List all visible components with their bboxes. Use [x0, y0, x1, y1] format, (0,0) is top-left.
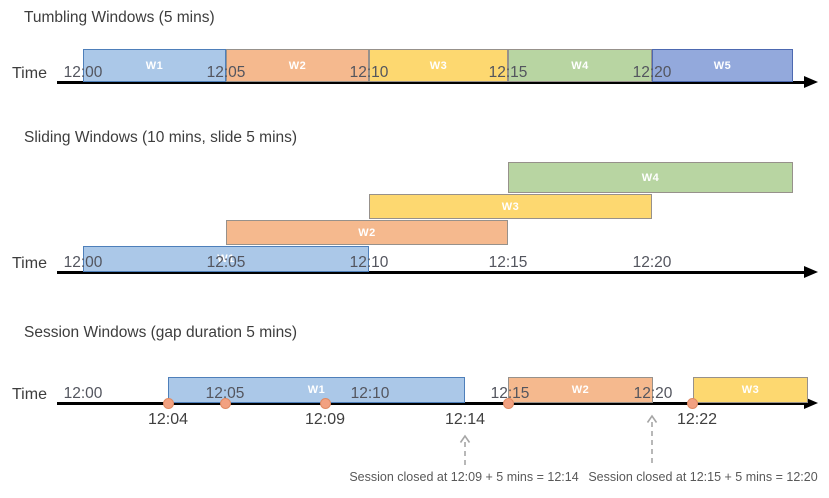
event-time-label: 12:14	[444, 411, 486, 428]
session-windows-window-w2: W2	[508, 377, 653, 403]
tick-label: 12:15	[490, 385, 530, 402]
tick-label: 12:05	[206, 64, 246, 81]
window-label: W2	[288, 59, 307, 72]
tick-label: 12:00	[63, 385, 103, 402]
session-windows-window-w1: W1	[168, 377, 465, 403]
tumbling-windows-window-w5: W5	[652, 49, 793, 82]
tick-label: 12:00	[63, 64, 103, 81]
tumbling-windows-window-w2: W2	[226, 49, 369, 82]
tumbling-windows-window-w1: W1	[83, 49, 226, 82]
tick-label: 12:15	[488, 254, 528, 271]
tick-label: 12:00	[63, 254, 103, 271]
axis-arrowhead-icon	[804, 266, 818, 278]
event-time-label: 12:22	[676, 411, 718, 428]
sliding-windows-window-w4: W4	[508, 162, 793, 193]
window-label: W1	[217, 253, 235, 265]
session-windows-time-caption: Time	[12, 386, 47, 403]
annotation-up-arrow-icon	[459, 434, 471, 465]
window-label: W1	[307, 384, 326, 396]
sliding-windows-window-w1: W1	[83, 246, 369, 272]
tick-label: 12:10	[350, 385, 390, 402]
window-label: W1	[145, 59, 164, 72]
event-time-label: 12:04	[147, 411, 189, 428]
tick-label: 12:10	[349, 254, 389, 271]
session-close-note: Session closed at 12:09 + 5 mins = 12:14	[349, 470, 579, 484]
session-windows-title: Session Windows (gap duration 5 mins)	[24, 324, 298, 341]
event-dot	[319, 398, 331, 409]
session-windows-window-w3: W3	[693, 377, 808, 403]
window-label: W3	[741, 384, 760, 396]
window-label: W4	[571, 59, 589, 72]
window-label: W3	[501, 200, 520, 213]
event-time-label: 12:09	[304, 411, 346, 428]
tick-label: 12:05	[206, 254, 246, 271]
event-dot	[502, 398, 514, 409]
tick-label: 12:20	[632, 254, 672, 271]
tick-label: 12:10	[349, 64, 389, 81]
tumbling-windows-window-w4: W4	[508, 49, 652, 82]
session-windows-time-axis	[57, 402, 805, 405]
window-label: W4	[641, 171, 660, 184]
annotation-up-arrow-icon	[646, 414, 658, 464]
window-label: W3	[429, 59, 448, 72]
event-dot	[686, 398, 698, 409]
sliding-windows-time-axis	[57, 271, 805, 274]
sliding-windows-window-w2: W2	[226, 220, 508, 245]
event-dot	[162, 398, 174, 409]
tick-label: 12:20	[633, 385, 673, 402]
sliding-windows-title: Sliding Windows (10 mins, slide 5 mins)	[24, 129, 298, 146]
axis-arrowhead-icon	[804, 76, 818, 88]
sliding-windows-time-caption: Time	[12, 255, 47, 272]
tumbling-windows-window-w3: W3	[369, 49, 508, 82]
event-dot	[219, 398, 231, 409]
window-label: W5	[713, 59, 732, 72]
session-close-note: Session closed at 12:15 + 5 mins = 12:20	[588, 470, 818, 484]
window-label: W2	[358, 226, 376, 239]
window-label: W2	[571, 384, 590, 396]
tick-label: 12:05	[205, 385, 245, 402]
tumbling-windows-time-caption: Time	[12, 65, 47, 82]
tumbling-windows-title: Tumbling Windows (5 mins)	[24, 9, 215, 26]
sliding-windows-window-w3: W3	[369, 194, 652, 219]
tumbling-windows-time-axis	[57, 81, 805, 84]
tick-label: 12:15	[488, 64, 528, 81]
tick-label: 12:20	[632, 64, 672, 81]
